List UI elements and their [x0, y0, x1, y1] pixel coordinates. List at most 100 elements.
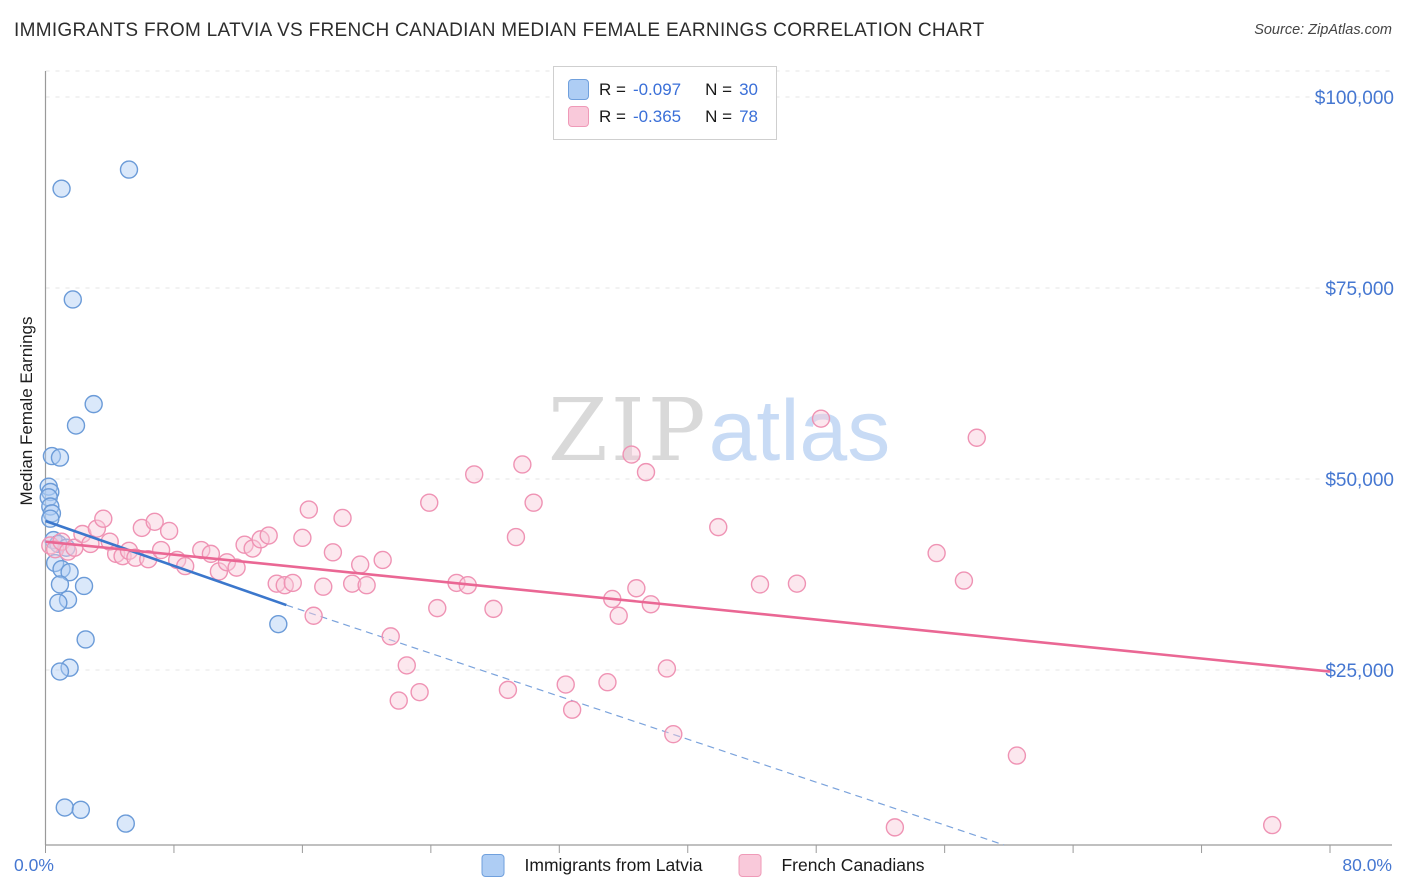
- french-canadian-point[interactable]: [556, 675, 575, 694]
- latvia-point[interactable]: [50, 448, 70, 467]
- series-1: [41, 409, 1282, 837]
- latvia-swatch: [568, 79, 589, 100]
- french-canadian-point[interactable]: [811, 409, 831, 428]
- french-canadian-point[interactable]: [524, 493, 543, 512]
- french-canadian-point[interactable]: [314, 577, 333, 596]
- french-canadian-point[interactable]: [151, 540, 171, 560]
- latvia-point[interactable]: [52, 179, 71, 198]
- source-attribution: Source: ZipAtlas.com: [1254, 22, 1392, 38]
- french-canadian-point[interactable]: [609, 606, 628, 625]
- french-canadian-point[interactable]: [304, 606, 323, 625]
- french-canadian-point[interactable]: [293, 528, 312, 548]
- french-canadian-n-label: N =: [705, 106, 733, 126]
- french-canadian-point[interactable]: [227, 558, 246, 577]
- legend-row-french-canadian: R = -0.365 N = 78: [568, 103, 758, 130]
- latvia-point[interactable]: [269, 614, 288, 634]
- french-canadian-point[interactable]: [1007, 746, 1027, 765]
- french-canadian-point[interactable]: [562, 700, 582, 719]
- french-canadian-point[interactable]: [389, 691, 408, 710]
- latvia-point[interactable]: [76, 630, 95, 649]
- french-canadian-point[interactable]: [513, 455, 532, 474]
- latvia-point[interactable]: [116, 814, 135, 833]
- latvia-n-value: 30: [739, 79, 758, 99]
- french-canadian-point[interactable]: [373, 550, 392, 570]
- french-canadian-legend-swatch: [738, 853, 762, 877]
- french-canadian-point[interactable]: [750, 575, 770, 594]
- french-canadian-point[interactable]: [342, 574, 362, 593]
- french-canadian-point[interactable]: [1262, 815, 1282, 835]
- french-canadian-point[interactable]: [357, 575, 376, 595]
- french-canadian-legend-label: French Canadians: [781, 854, 925, 875]
- latvia-point[interactable]: [71, 800, 91, 820]
- legend-row-latvia: R = -0.097 N = 30: [568, 76, 758, 103]
- french-canadian-trendline: [45, 540, 1331, 673]
- correlation-legend-box: R = -0.097 N = 30 R = -0.365 N = 78: [553, 66, 777, 140]
- chart-title: IMMIGRANTS FROM LATVIA VS FRENCH CANADIA…: [14, 20, 985, 41]
- french-canadian-swatch: [568, 106, 589, 127]
- x-axis-bar: 0.0% Immigrants from Latvia French Canad…: [0, 848, 1406, 882]
- french-canadian-point[interactable]: [333, 508, 352, 528]
- y-tick-label: $75,000: [1325, 279, 1394, 300]
- latvia-point[interactable]: [119, 160, 139, 179]
- french-canadian-point[interactable]: [622, 445, 641, 464]
- scatter-plot: $100,000 $75,000 $50,000 $25,000: [39, 70, 1394, 853]
- x-axis-max-label: 80.0%: [1342, 854, 1392, 875]
- latvia-n-label: N =: [705, 79, 733, 99]
- french-canadian-point[interactable]: [299, 500, 319, 519]
- french-canadian-point[interactable]: [397, 656, 416, 675]
- french-canadian-point[interactable]: [954, 571, 974, 590]
- latvia-legend-label: Immigrants from Latvia: [524, 854, 703, 875]
- latvia-point[interactable]: [55, 798, 74, 817]
- y-tick-label: $25,000: [1325, 661, 1394, 682]
- french-canadian-point[interactable]: [94, 509, 113, 528]
- french-canadian-point[interactable]: [636, 462, 656, 482]
- french-canadian-n-value: 78: [739, 106, 758, 126]
- latvia-point[interactable]: [50, 575, 70, 594]
- french-canadian-point[interactable]: [498, 680, 518, 700]
- french-canadian-point[interactable]: [885, 818, 905, 837]
- latvia-legend-swatch: [481, 853, 505, 877]
- french-canadian-point[interactable]: [323, 543, 343, 562]
- french-canadian-point[interactable]: [87, 519, 107, 538]
- french-canadian-r-label: R =: [599, 106, 626, 126]
- french-canadian-point[interactable]: [709, 517, 728, 537]
- french-canadian-point[interactable]: [927, 543, 946, 563]
- french-canadian-point[interactable]: [506, 527, 526, 547]
- french-canadian-point[interactable]: [967, 428, 986, 447]
- latvia-r-label: R =: [599, 79, 626, 99]
- french-canadian-point[interactable]: [145, 512, 164, 531]
- french-canadian-point[interactable]: [428, 598, 447, 618]
- french-canadian-point[interactable]: [627, 579, 646, 598]
- latvia-point[interactable]: [63, 290, 82, 309]
- latvia-r-value: -0.097: [632, 79, 682, 99]
- latvia-point[interactable]: [60, 658, 79, 677]
- french-canadian-point[interactable]: [351, 555, 370, 574]
- series-legend: Immigrants from Latvia French Canadians: [481, 853, 925, 877]
- latvia-trendline-dashed: [286, 604, 1005, 846]
- y-tick-label: $50,000: [1325, 470, 1394, 491]
- french-canadian-point[interactable]: [259, 526, 278, 545]
- latvia-point[interactable]: [60, 563, 79, 582]
- french-canadian-point[interactable]: [159, 521, 179, 541]
- french-canadian-point[interactable]: [420, 493, 439, 512]
- latvia-point[interactable]: [50, 662, 70, 681]
- french-canadian-r-value: -0.365: [632, 106, 682, 126]
- latvia-point[interactable]: [84, 394, 103, 414]
- french-canadian-point[interactable]: [465, 465, 484, 484]
- french-canadian-point[interactable]: [787, 574, 807, 593]
- latvia-point[interactable]: [74, 576, 94, 596]
- french-canadian-point[interactable]: [657, 659, 677, 678]
- french-canadian-point[interactable]: [484, 599, 503, 619]
- french-canadian-point[interactable]: [410, 682, 429, 702]
- french-canadian-point[interactable]: [664, 724, 683, 744]
- latvia-point[interactable]: [49, 593, 68, 612]
- french-canadian-point[interactable]: [598, 673, 617, 692]
- french-canadian-point[interactable]: [381, 627, 400, 646]
- latvia-point[interactable]: [66, 416, 86, 435]
- series-0: [39, 160, 288, 833]
- y-tick-label: $100,000: [1315, 88, 1394, 109]
- french-canadian-point[interactable]: [217, 553, 237, 572]
- french-canadian-point[interactable]: [283, 573, 302, 593]
- x-axis-min-label: 0.0%: [14, 854, 54, 875]
